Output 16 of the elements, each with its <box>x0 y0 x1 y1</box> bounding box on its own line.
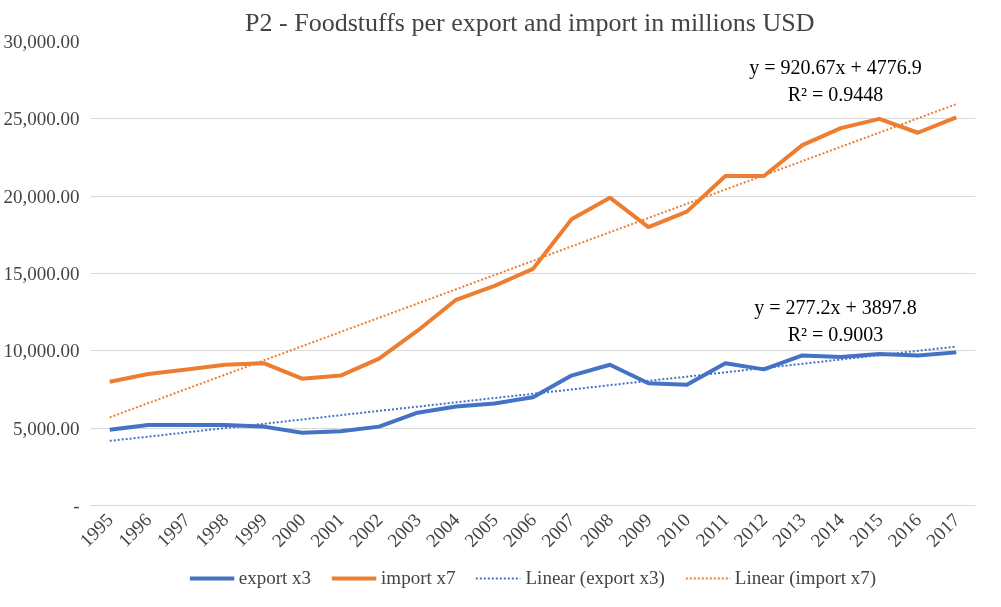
chart-title: P2 - Foodstuffs per export and import in millions USD <box>245 7 815 37</box>
y-tick-label: 30,000.00 <box>3 31 80 52</box>
legend-label: export x3 <box>238 566 312 589</box>
y-tick-label: 10,000.00 <box>3 340 80 362</box>
y-tick-label: 25,000.00 <box>3 108 80 130</box>
annotation: y = 920.67x + 4776.9 R² = 0.9448 <box>749 56 922 105</box>
y-tick-label: 15,000.00 <box>3 263 80 284</box>
line-series <box>108 103 958 419</box>
legend-label: import x7 <box>381 566 456 589</box>
x-tick-label: 2011 <box>691 509 733 551</box>
legend-label: Linear (export x3) <box>525 566 665 589</box>
y-tick-label: 5,000.00 <box>13 417 80 439</box>
y-tick-label: 20,000.00 <box>3 185 80 207</box>
legend-label: Linear (import x7) <box>734 566 877 589</box>
annotation: y = 277.2x + 3897.8 R² = 0.9003 <box>754 296 917 345</box>
y-tick-label: - <box>73 495 80 516</box>
